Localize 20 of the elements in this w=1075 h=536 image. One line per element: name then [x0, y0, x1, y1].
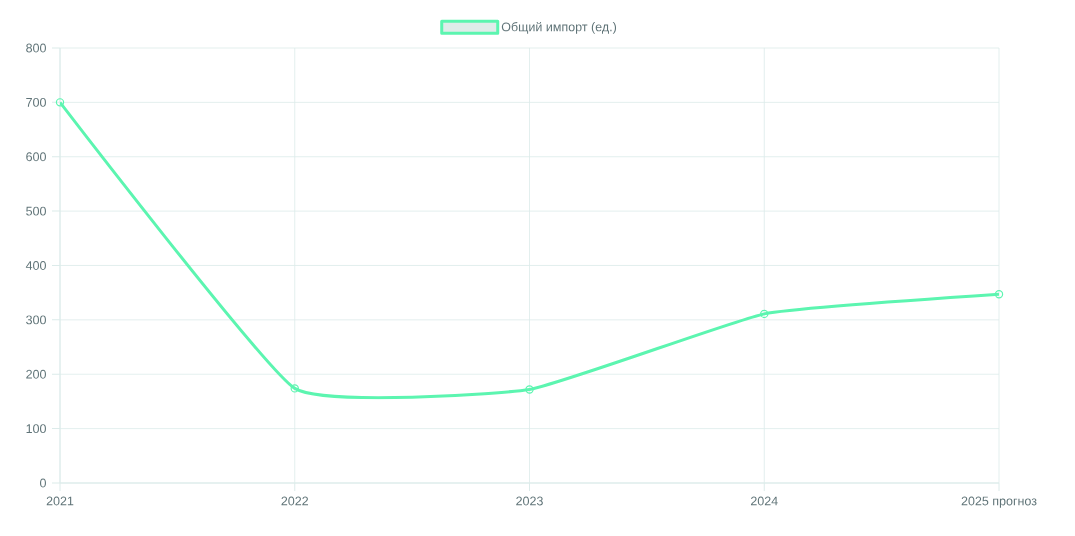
point	[290, 384, 299, 393]
y-tick-label: 200	[26, 369, 46, 379]
x-tick-label: 2024	[750, 496, 778, 506]
x-tick-label: 2022	[281, 496, 309, 506]
y-tick-label: 800	[26, 43, 46, 53]
y-tick-label: 500	[26, 206, 46, 216]
y-tick-label: 100	[26, 424, 46, 434]
point	[994, 290, 1004, 299]
point	[760, 309, 769, 319]
y-tick-label: 600	[26, 152, 46, 162]
x-tick-label: 2021	[46, 496, 74, 506]
x-tick-label: 2023	[516, 496, 543, 506]
y-tick-label: 300	[26, 315, 46, 325]
point	[55, 98, 65, 107]
point	[525, 385, 534, 394]
x-tick-label: 2025 прогноз	[961, 496, 1037, 508]
y-tick-label: 400	[25, 261, 46, 270]
y-tick-label: 700	[26, 97, 46, 107]
y-tick-label: 0	[40, 478, 46, 488]
legend-label: Общий импорт (ед.)	[501, 21, 617, 34]
